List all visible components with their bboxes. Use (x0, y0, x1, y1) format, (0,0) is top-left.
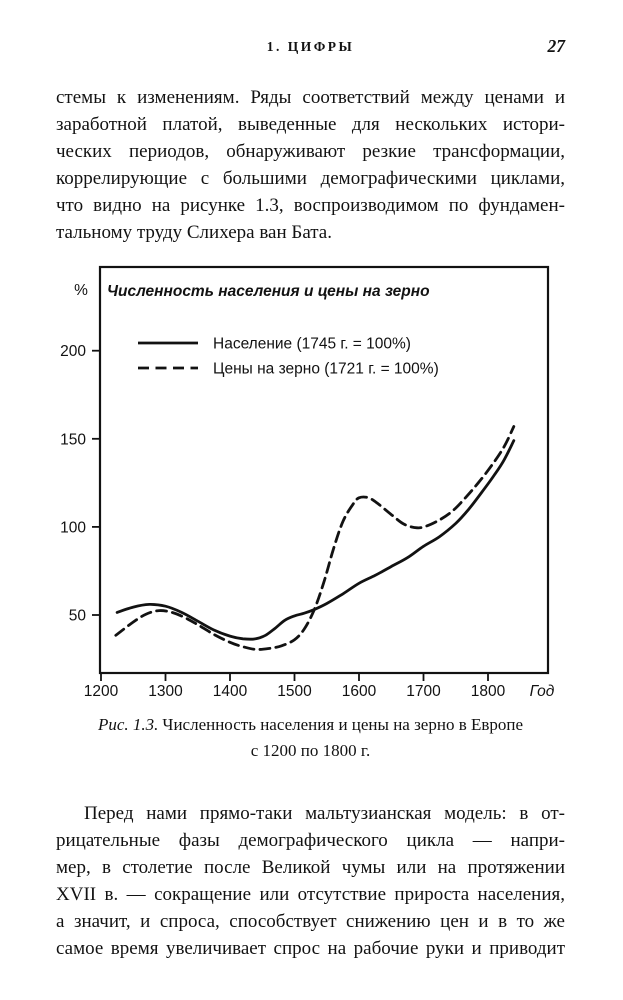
legend-label-population: Население (1745 г. = 100%) (213, 336, 411, 353)
text-line: рицательные фазы демографического цикла … (56, 830, 565, 851)
figure-label: Рис. 1.3. (97, 715, 159, 734)
text-line: а значит, и спроса, способствует снижени… (56, 911, 565, 932)
y-tick-label: 100 (60, 519, 86, 536)
legend-label-grain-prices: Цены на зерно (1721 г. = 100%) (213, 361, 439, 378)
chart-canvas: 200 150 100 50 1200 1300 1400 1500 1600 1700 1800%… (60, 265, 555, 700)
text-line: ческих периодов, обнаруживают резкие тра… (56, 141, 565, 162)
text-line: Перед нами прямо-таки мальтузианская мод… (84, 803, 565, 824)
caption-line-2: с 1200 по 1800 г. (250, 741, 371, 760)
y-tick-label: 150 (60, 431, 86, 448)
text-line: мер, в столетие после Великой чумы или н… (56, 857, 565, 878)
x-tick-label: 1300 (148, 683, 183, 700)
chapter-title: 1. ЦИФРЫ (266, 39, 355, 54)
y-tick-label: 200 (60, 343, 86, 360)
page-number: 27 (547, 36, 566, 56)
population-line (115, 439, 516, 641)
paragraph-2: Перед нами прямо-таки мальтузианская мод… (56, 800, 565, 962)
y-axis-unit-label: % (74, 282, 88, 299)
x-tick-label: 1400 (213, 683, 248, 700)
grain-prices-line (114, 425, 516, 651)
text-line: самое время увеличивает спрос на рабочие… (56, 938, 565, 959)
x-tick-label: 1600 (342, 683, 377, 700)
paragraph-1: стемы к изменениям. Ряды соответствий ме… (56, 84, 565, 246)
population-grain-figure: 200 150 100 50 1200 1300 1400 1500 1600 1700 1800%… (55, 250, 570, 705)
x-tick-label: 1500 (277, 683, 312, 700)
chart-title: Численность населения и цены на зерно (107, 283, 430, 300)
text-line: коррелирующие с большими демографическим… (56, 168, 565, 189)
caption-line-1: Рис. 1.3. Численность населения и цены на… (56, 712, 565, 738)
y-tick-label: 50 (69, 608, 87, 625)
chart-frame (98, 265, 550, 675)
text-line: что видно на рисунке 1.3, воспроизводимо… (56, 195, 565, 216)
x-tick-label: 1800 (471, 683, 506, 700)
page-header: 1. ЦИФРЫ 27 (56, 36, 565, 58)
x-tick-label: 1200 (84, 683, 119, 700)
text-line: XVII в. — сокращение или отсутствие прир… (56, 884, 565, 905)
text-line: стемы к изменениям. Ряды соответствий ме… (56, 87, 565, 108)
x-axis-year-label: Год (530, 683, 555, 700)
text-line: тальному труду Слихера ван Бата. (56, 222, 332, 243)
figure-caption: Рис. 1.3. Численность населения и цены на… (56, 712, 565, 764)
text-line: заработной платой, выведенные для нескол… (56, 114, 565, 135)
caption-text: Численность населения и цены на зерно в … (162, 715, 524, 734)
x-tick-label: 1700 (406, 683, 441, 700)
